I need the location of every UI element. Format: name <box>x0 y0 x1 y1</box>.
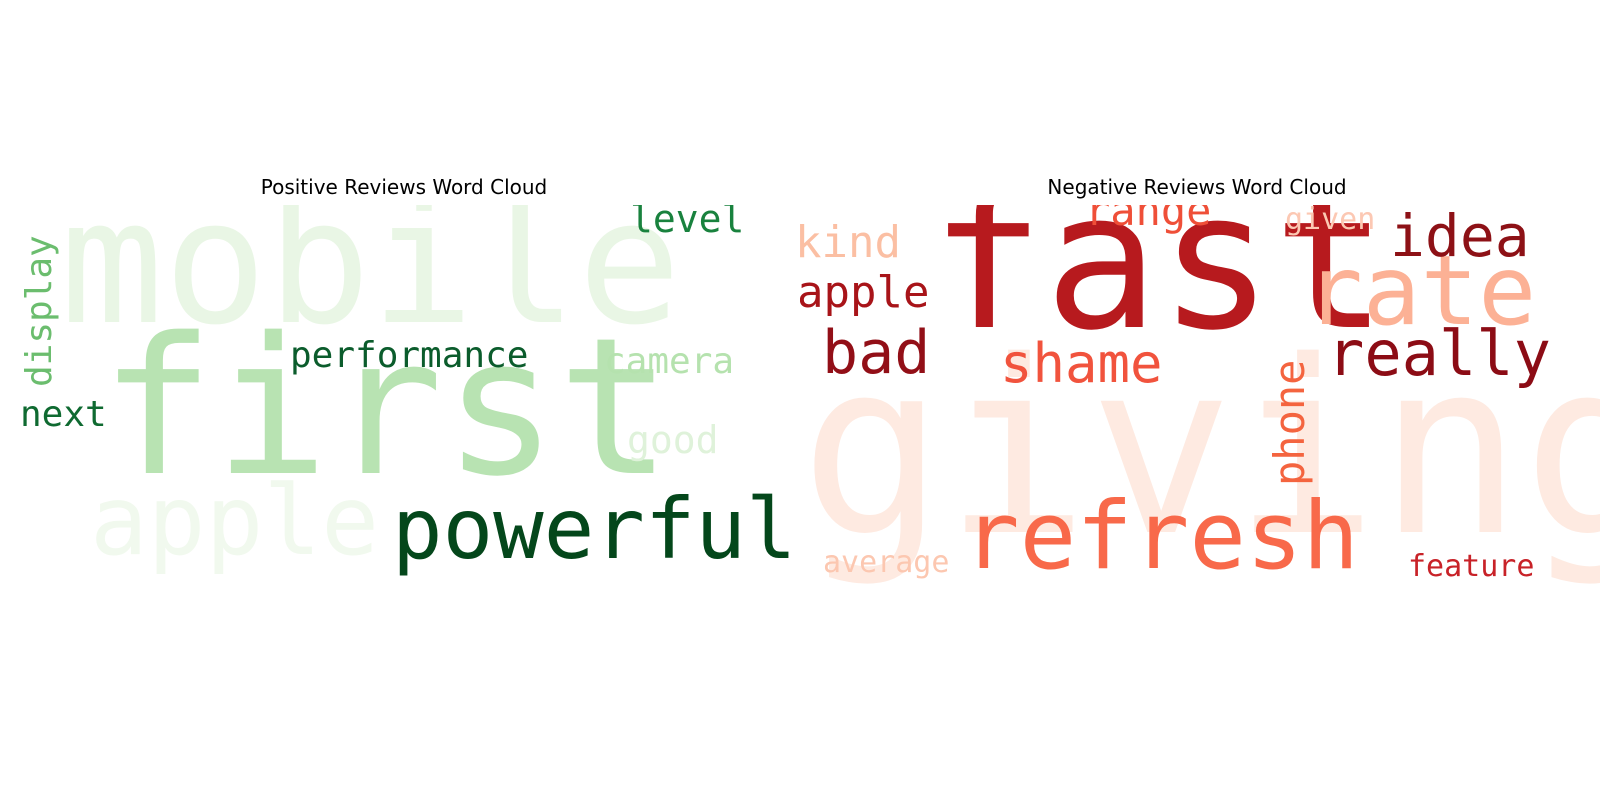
negative-cloud-title: Negative Reviews Word Cloud <box>1047 175 1347 199</box>
negative-word-rate: rate <box>1305 235 1537 347</box>
negative-word-cloud: giving fast refresh rate shame really idea bad a… <box>800 205 1600 600</box>
negative-word-range: range <box>1085 205 1212 235</box>
positive-word-next: next <box>20 394 107 435</box>
negative-word-feature: feature <box>1408 549 1535 584</box>
negative-word-bad: bad <box>822 318 931 388</box>
positive-word-good: good <box>627 418 719 462</box>
positive-word-mobile: mobile <box>60 205 682 363</box>
positive-word-performance: performance <box>290 335 529 376</box>
negative-word-refresh: refresh <box>963 482 1360 591</box>
negative-word-giving: giving <box>800 309 1600 589</box>
positive-word-camera: camera <box>604 341 735 382</box>
negative-word-apple: apple <box>800 267 930 318</box>
negative-word-average: average <box>823 545 950 580</box>
positive-word-first: first <box>100 297 672 518</box>
positive-word-powerfull: powerfull <box>392 480 800 578</box>
negative-word-kind: kind <box>800 217 901 268</box>
negative-word-given: given <box>1285 205 1376 237</box>
positive-cloud-title: Positive Reviews Word Cloud <box>260 175 548 199</box>
negative-word-phone: phone <box>1265 359 1314 486</box>
positive-word-apple: apple <box>90 465 379 577</box>
negative-word-idea: idea <box>1390 205 1530 270</box>
positive-word-cloud: mobilefirstapplepowerfull performance leve… <box>0 205 800 600</box>
negative-word-really: really <box>1327 317 1551 390</box>
positive-word-level: level <box>630 205 745 241</box>
negative-word-shame: shame <box>1000 332 1163 395</box>
negative-word-fast: fast <box>930 205 1388 372</box>
positive-word-display: display <box>19 235 60 387</box>
